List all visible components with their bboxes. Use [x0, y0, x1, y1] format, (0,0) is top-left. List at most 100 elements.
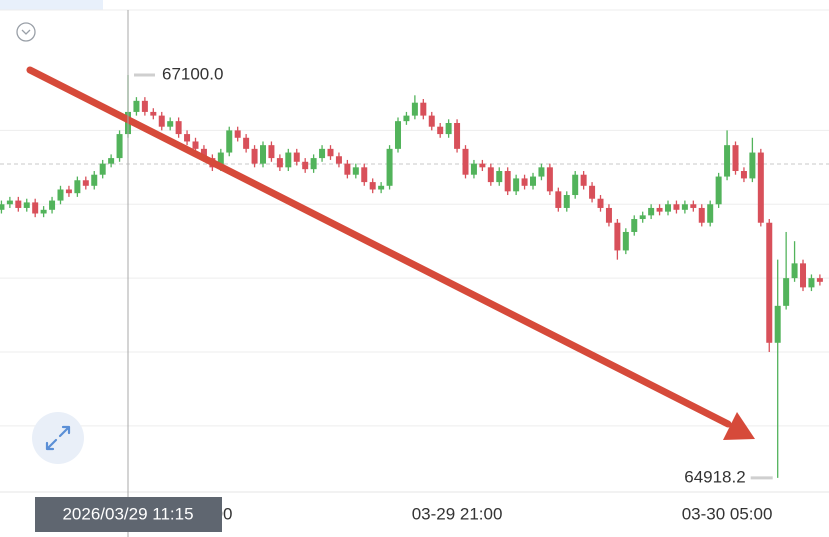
candle-body: [99, 163, 106, 175]
candle-body: [698, 207, 705, 223]
candle-body: [65, 189, 72, 194]
candle-body: [0, 204, 5, 210]
candle-body: [715, 176, 722, 205]
chevron-icon[interactable]: [21, 29, 31, 35]
candle-body: [681, 204, 688, 210]
candle-body: [200, 148, 207, 159]
candle-body: [91, 174, 98, 186]
annotation-label: 67100.0: [162, 64, 223, 83]
candle-body: [555, 191, 562, 208]
candle-body: [732, 145, 739, 172]
candle-body: [690, 204, 697, 208]
annotation-label: 64918.2: [684, 467, 745, 486]
candle-body: [243, 137, 250, 149]
candle-body: [386, 148, 393, 186]
candle-body: [487, 167, 494, 183]
candle-body: [141, 100, 148, 112]
candle-body: [454, 123, 461, 149]
candle-body: [133, 100, 140, 112]
candle-body: [32, 202, 39, 214]
grid: [0, 129, 829, 427]
candle-body: [546, 167, 553, 192]
candle-body: [116, 134, 123, 159]
candle-body: [521, 178, 528, 186]
tab-highlight: [0, 0, 103, 10]
x-tick-label: 03-29 21:00: [412, 504, 503, 523]
candle-body: [49, 200, 56, 210]
candle-body: [589, 185, 596, 199]
candle-body: [631, 219, 638, 232]
expand-circle[interactable]: [32, 412, 84, 464]
candle-body: [816, 278, 823, 282]
candle-body: [57, 189, 64, 201]
candle-body: [395, 121, 402, 149]
candle-body: [437, 126, 444, 135]
candle-body: [665, 204, 672, 212]
candle-body: [344, 163, 351, 175]
arrow-head: [723, 412, 755, 440]
candle-body: [327, 148, 334, 157]
candle-body: [673, 204, 680, 210]
candle-body: [445, 123, 452, 135]
candle-body: [462, 148, 469, 175]
candle-body: [749, 152, 756, 179]
candle-body: [276, 158, 283, 168]
candle-body: [6, 200, 13, 205]
candle-body: [226, 130, 233, 153]
candle-body: [504, 171, 511, 192]
expand-button[interactable]: [32, 412, 84, 464]
candle-body: [622, 231, 629, 251]
candle-body: [538, 167, 545, 177]
candle-body: [352, 167, 359, 175]
candle-body: [150, 111, 157, 116]
crosshair-label-box: [35, 497, 222, 532]
candle-body: [800, 263, 807, 288]
candle-body: [563, 195, 570, 208]
candle-body: [639, 215, 646, 220]
candle-body: [428, 115, 435, 127]
candle-body: [285, 152, 292, 168]
candle-body: [293, 152, 300, 162]
candle-body: [217, 152, 224, 168]
candle-body: [251, 148, 258, 164]
candle-body: [175, 121, 182, 135]
candle-body: [369, 182, 376, 190]
candle-body: [597, 198, 604, 208]
candle-body: [192, 141, 199, 149]
candle-body: [513, 178, 520, 192]
candle-body: [707, 204, 714, 223]
candle-body: [167, 121, 174, 127]
candle-body: [479, 163, 486, 168]
crosshair-label: 2026/03/29 11:15: [62, 504, 193, 523]
candle-body: [614, 222, 621, 251]
overlay: 67100.0 64918.2 2026/03/29 11:15: [35, 10, 773, 537]
candle-body: [580, 174, 587, 186]
candle-body: [774, 305, 781, 343]
candle-body: [82, 180, 89, 186]
candle-body: [319, 148, 326, 159]
candle-body: [411, 102, 418, 116]
candle-body: [724, 145, 731, 177]
candle-body: [783, 278, 790, 306]
candle-body: [530, 176, 537, 186]
x-tick-label: 03-30 05:00: [682, 504, 773, 523]
trend-arrow: [26, 66, 755, 440]
candle-body: [268, 145, 275, 159]
candle-body: [234, 130, 241, 138]
candle-body: [420, 102, 427, 116]
candle-body: [108, 158, 115, 164]
candle-body: [23, 202, 30, 208]
candle-body: [260, 145, 267, 164]
candle-body: [766, 222, 773, 343]
candle-body: [740, 171, 747, 179]
collapse-circle[interactable]: [16, 22, 36, 42]
expand-icon[interactable]: [45, 425, 71, 451]
collapse-button[interactable]: [16, 22, 36, 42]
candle-body: [361, 167, 368, 183]
candle-body: [74, 180, 81, 194]
candle-body: [158, 115, 165, 127]
candle-body: [15, 200, 22, 208]
candle-body: [378, 185, 385, 190]
